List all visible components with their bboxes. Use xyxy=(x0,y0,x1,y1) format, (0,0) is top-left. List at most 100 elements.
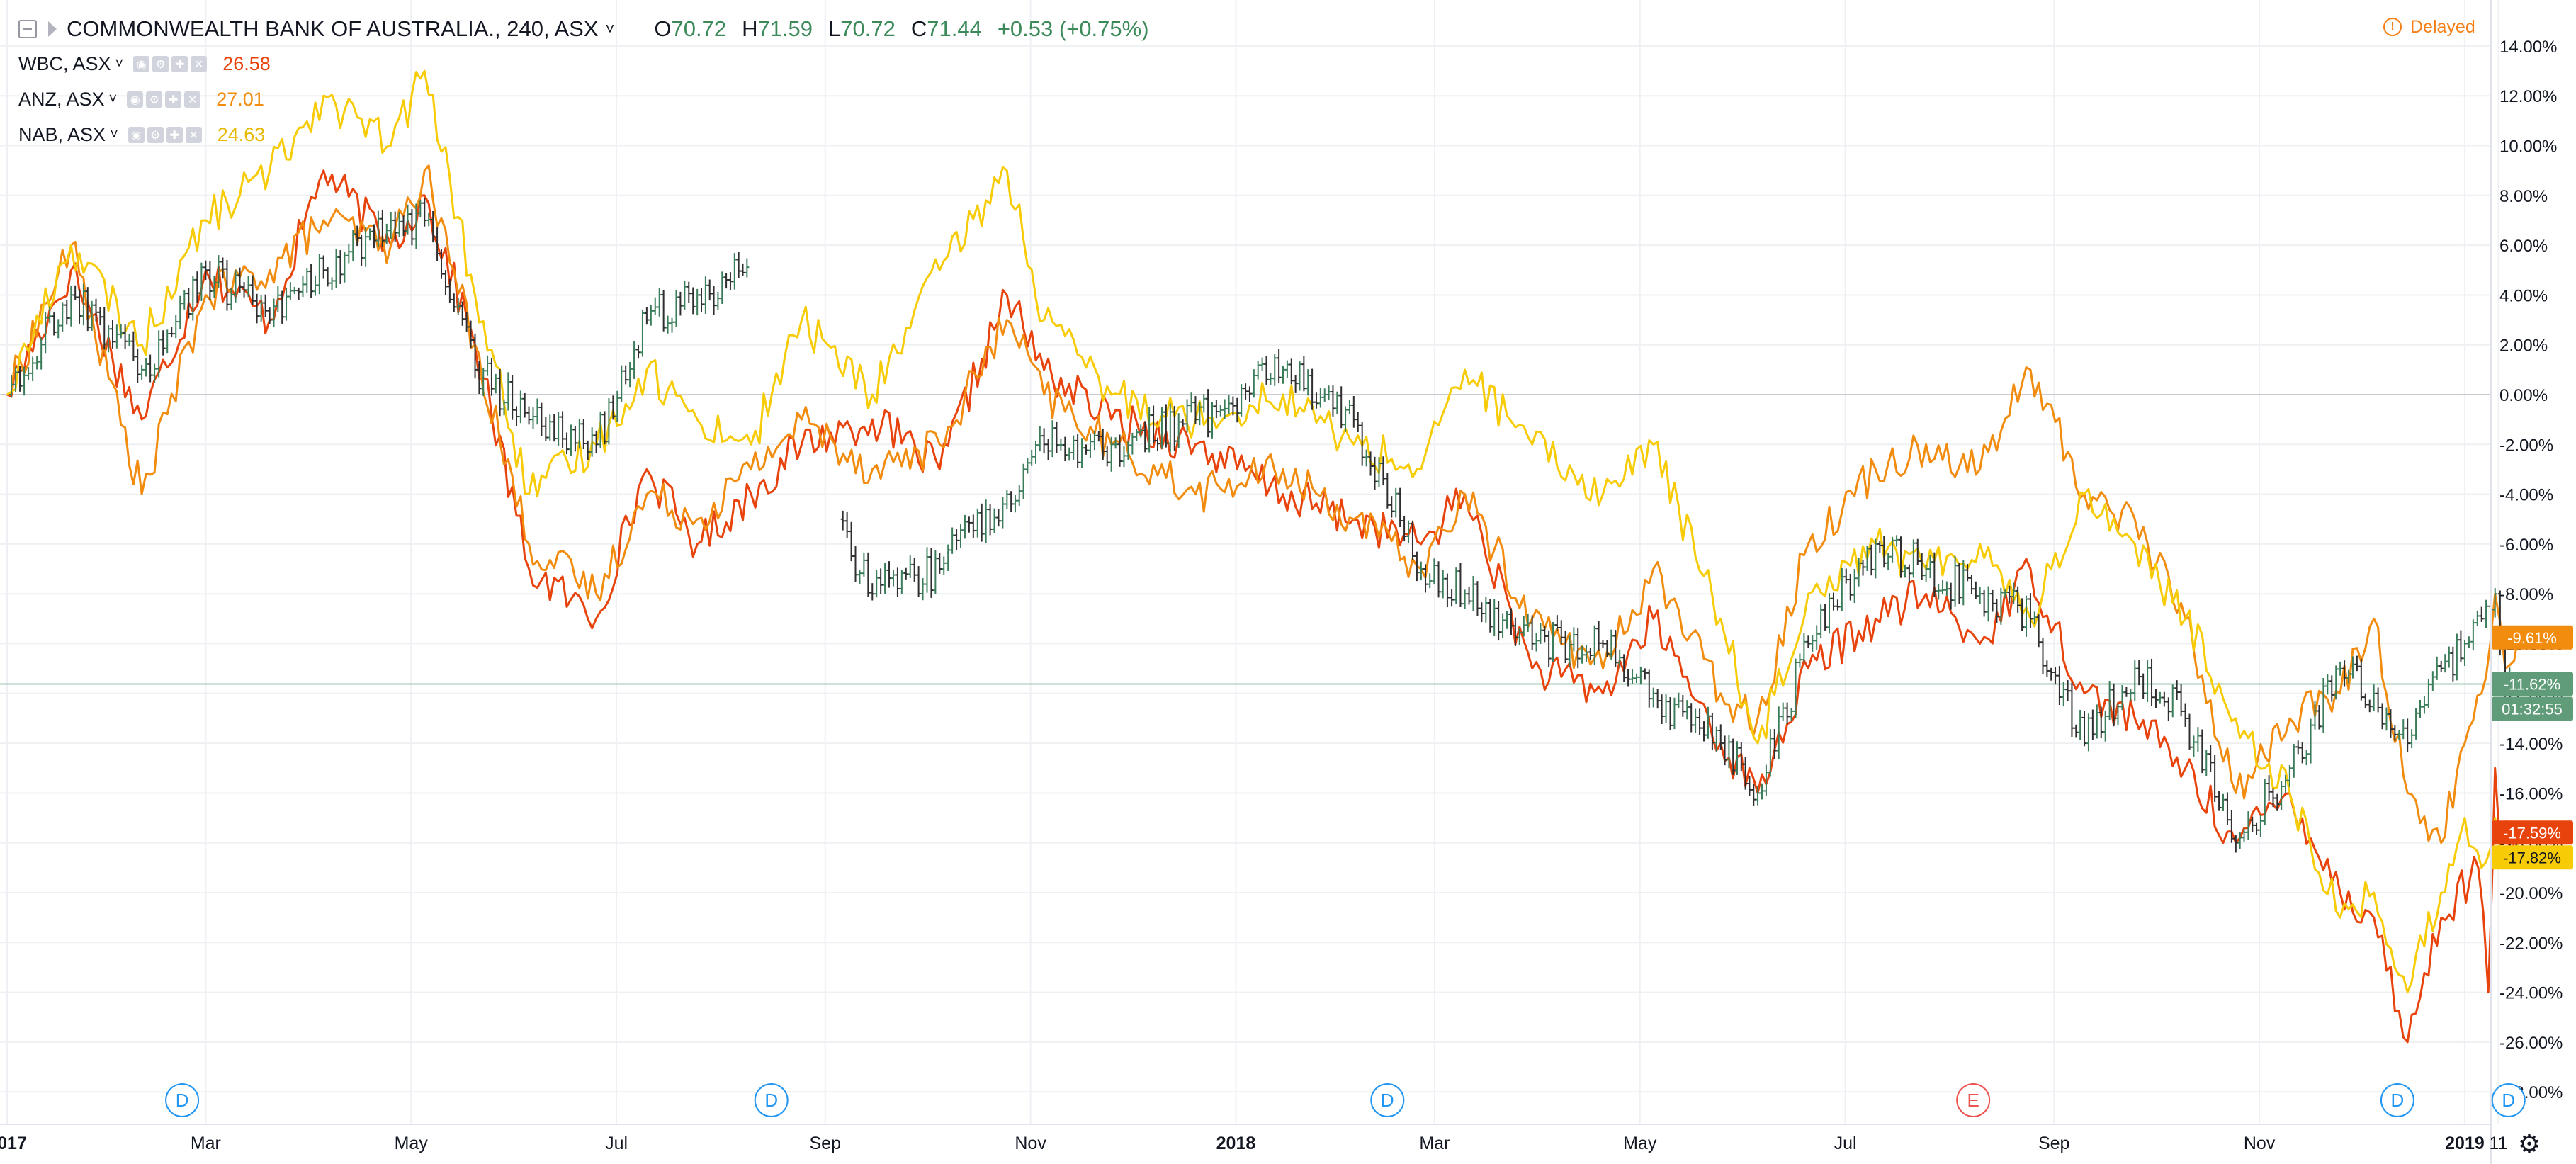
y-tick-label: 8.00% xyxy=(2499,187,2548,206)
grid-lines xyxy=(0,0,2499,1124)
cba-last-tag-text: -11.62% xyxy=(2504,675,2560,693)
dividend-marker-label: D xyxy=(2502,1090,2515,1111)
symbol-icon xyxy=(48,21,57,37)
dividend-marker-circle xyxy=(165,1083,200,1117)
plus-icon[interactable]: ✚ xyxy=(165,91,182,108)
series-value: 27.01 xyxy=(216,88,264,110)
series-value: 26.58 xyxy=(222,52,271,74)
x-tick-label: Sep xyxy=(809,1134,840,1153)
nab-last-tag-bg xyxy=(2492,845,2573,870)
x-tick-label: Jul xyxy=(1834,1134,1857,1153)
x-tick-label: Mar xyxy=(1419,1134,1450,1153)
y-tick-label: 2.00% xyxy=(2499,337,2548,356)
gear-icon[interactable]: ⚙ xyxy=(147,126,164,143)
nab-last-tag: -17.82% xyxy=(2492,845,2573,870)
y-tick-label: -26.00% xyxy=(2499,1034,2563,1053)
chevron-down-icon[interactable]: ˅ xyxy=(115,55,124,72)
dividend-marker: D xyxy=(2491,1083,2526,1117)
x-tick-label: May xyxy=(1623,1134,1657,1153)
series-layer xyxy=(6,69,2521,1044)
x-tick-label: Nov xyxy=(2244,1134,2276,1153)
main-series-legend: COMMONWEALTH BANK OF AUSTRALIA., 240, AS… xyxy=(18,13,1149,45)
x-tick-label: Mar xyxy=(191,1134,221,1153)
plus-icon[interactable]: ✚ xyxy=(171,55,188,72)
y-tick-label: -4.00% xyxy=(2499,486,2553,505)
x-tick-label: 2018 xyxy=(1216,1134,1256,1153)
close-icon[interactable]: ✕ xyxy=(184,91,201,108)
chevron-down-icon[interactable]: ˅ xyxy=(605,20,615,38)
anz-last-tag: -9.61% xyxy=(2492,625,2573,650)
legend: COMMONWEALTH BANK OF AUSTRALIA., 240, AS… xyxy=(0,0,2480,156)
eye-icon[interactable]: ◉ xyxy=(127,91,144,108)
chevron-down-icon[interactable]: ˅ xyxy=(108,91,118,107)
dividend-marker-circle xyxy=(2380,1083,2414,1117)
plus-icon[interactable]: ✚ xyxy=(166,126,183,143)
dividend-marker-label: D xyxy=(764,1090,778,1111)
y-tick-label: 0.00% xyxy=(2499,386,2548,405)
series-name[interactable]: NAB, ASX xyxy=(18,123,106,145)
x-tick-label: May xyxy=(395,1134,429,1153)
last-value-tags: -9.61% -11.62% 01:32:55 -17.59% -17.82% xyxy=(2492,625,2573,870)
y-tick-label: -2.00% xyxy=(2499,436,2553,455)
dividend-marker: D xyxy=(1370,1083,1405,1117)
dividend-marker-circle xyxy=(1370,1083,1405,1117)
y-tick-label: 10.00% xyxy=(2499,137,2557,157)
close-icon[interactable]: ✕ xyxy=(185,126,202,143)
anz-last-tag-bg xyxy=(2492,625,2573,650)
cba-countdown-tag-bg xyxy=(2492,696,2573,721)
y-tick-label: -20.00% xyxy=(2499,884,2563,903)
eye-icon[interactable]: ◉ xyxy=(133,55,150,72)
gear-icon[interactable]: ⚙ xyxy=(146,91,163,108)
x-tick-label: Nov xyxy=(1015,1134,1046,1153)
collapse-icon[interactable] xyxy=(18,20,37,38)
dividend-marker: D xyxy=(2380,1083,2414,1117)
symbol-title[interactable]: COMMONWEALTH BANK OF AUSTRALIA., 240, AS… xyxy=(67,16,599,41)
gear-icon[interactable]: ⚙ xyxy=(152,55,169,72)
delayed-label: Delayed xyxy=(2410,16,2475,37)
dividend-marker: D xyxy=(165,1083,200,1117)
y-tick-label: 4.00% xyxy=(2499,286,2548,305)
y-tick-label: 12.00% xyxy=(2499,87,2557,106)
y-tick-label: -16.00% xyxy=(2499,784,2563,803)
close-icon[interactable]: ✕ xyxy=(191,55,208,72)
earnings-marker-label: E xyxy=(1967,1090,1979,1111)
nab-last-tag-text: -17.82% xyxy=(2503,849,2561,866)
y-tick-label: -22.00% xyxy=(2499,934,2563,953)
dividend-marker: D xyxy=(754,1083,789,1117)
ohlc-high: H71.59 xyxy=(742,16,813,41)
wbc-last-tag-bg xyxy=(2492,820,2573,845)
y-tick-label: 6.00% xyxy=(2499,237,2548,256)
dividend-marker-circle xyxy=(2491,1083,2526,1117)
y-axis[interactable]: 14.00% 12.00% 10.00% 8.00% 6.00% 4.00% 2.00% 0.… xyxy=(2490,0,2563,1164)
dividend-marker-label: D xyxy=(1381,1090,1394,1111)
ohlc-low: L70.72 xyxy=(828,16,896,41)
ohlc-close: C71.44 xyxy=(910,16,982,41)
series-line-wbc xyxy=(6,169,2520,1044)
x-tick-label: Sep xyxy=(2038,1134,2069,1153)
x-tick-label: 2019 xyxy=(2445,1134,2485,1153)
delayed-badge[interactable]: ! Delayed xyxy=(2383,13,2475,41)
chevron-down-icon[interactable]: ˅ xyxy=(110,126,118,142)
series-name[interactable]: WBC, ASX xyxy=(18,52,111,74)
series-line-nab xyxy=(6,69,2520,994)
y-tick-label: -6.00% xyxy=(2499,536,2553,555)
cba-countdown-tag-text: 01:32:55 xyxy=(2502,700,2563,718)
dividend-marker-label: D xyxy=(176,1090,189,1111)
gear-icon[interactable]: ⚙ xyxy=(2517,1130,2541,1159)
x-axis[interactable]: 2017 Mar May Jul Sep Nov 2018 Mar May Jul Sep Nov 20… xyxy=(0,1124,2507,1153)
y-tick-label: -14.00% xyxy=(2499,735,2563,754)
y-tick-label: 14.00% xyxy=(2499,38,2557,57)
ohlc-open: O70.72 xyxy=(654,16,727,41)
y-tick-label: -8.00% xyxy=(2499,585,2553,604)
eye-icon[interactable]: ◉ xyxy=(128,126,145,143)
wbc-last-tag: -17.59% xyxy=(2492,820,2573,845)
x-tick-label: 2017 xyxy=(0,1134,27,1153)
series-name[interactable]: ANZ, ASX xyxy=(18,88,105,110)
price-change: +0.53 (+0.75%) xyxy=(997,16,1149,41)
info-icon: ! xyxy=(2383,18,2402,36)
cba-last-tag: -11.62% xyxy=(2492,672,2573,696)
dividend-marker-label: D xyxy=(2391,1090,2405,1111)
wbc-last-tag-text: -17.59% xyxy=(2503,824,2561,842)
